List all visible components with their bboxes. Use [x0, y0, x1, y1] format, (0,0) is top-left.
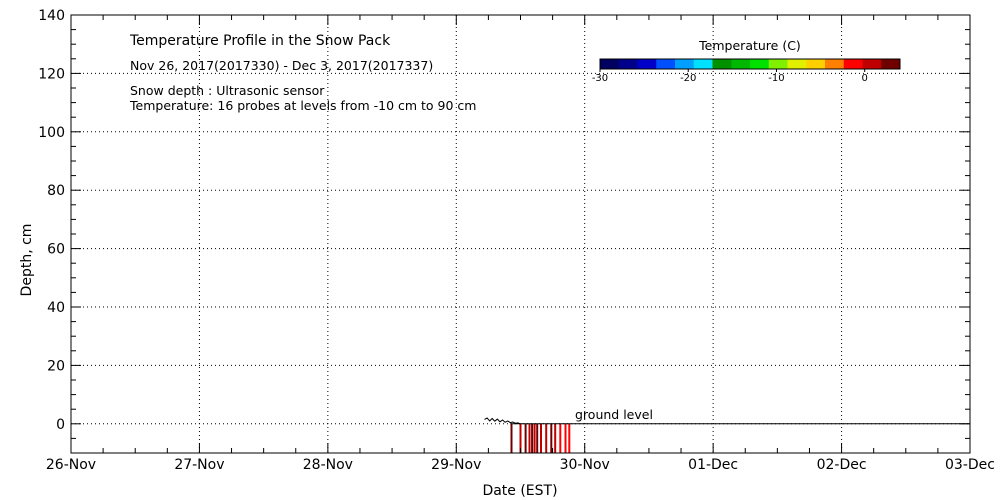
y-tick-label: 0 [56, 417, 65, 433]
colorbar-segment [693, 59, 713, 69]
temperature-column [524, 423, 527, 453]
colorbar: -30 -20 -10 0 [592, 58, 901, 84]
temperature-column [559, 423, 562, 453]
x-tick-label: 03-Dec [945, 457, 995, 473]
y-tick-label: 20 [47, 358, 65, 374]
colorbar-segment [750, 59, 770, 69]
colorbar-segment [731, 59, 751, 69]
date-range: Nov 26, 2017(2017330) - Dec 3, 2017(2017… [130, 58, 433, 73]
colorbar-tick-label: 0 [862, 73, 868, 84]
axes-layer: 0 20 40 60 80 100 120 140 26-Nov 27-Nov 28-Nov 29-N… [38, 8, 995, 473]
colorbar-segment [825, 59, 845, 69]
y-tick-label: 60 [47, 242, 65, 258]
temperature-column [564, 423, 567, 453]
colorbar-segment [862, 59, 882, 69]
colorbar-frame [599, 58, 901, 70]
colorbar-segment [712, 59, 732, 69]
x-tick-label: 30-Nov [560, 457, 610, 473]
snow-depth-note: Snow depth : Ultrasonic sensor [130, 83, 325, 98]
temperature-column [510, 423, 513, 453]
x-tick-label: 26-Nov [46, 457, 96, 473]
colorbar-segment [768, 59, 788, 69]
x-axis-label: Date (EST) [482, 483, 557, 499]
y-tick-label: 80 [47, 183, 65, 199]
temperature-column [531, 423, 534, 453]
x-tick-label: 29-Nov [431, 457, 481, 473]
colorbar-segment [637, 59, 657, 69]
colorbar-segment [675, 59, 695, 69]
x-tick-label: 01-Dec [688, 457, 738, 473]
temperature-column [533, 423, 536, 453]
ground-layer [484, 417, 970, 425]
temperature-column [550, 423, 553, 453]
x-tick-label: 27-Nov [174, 457, 224, 473]
colorbar-segment [843, 59, 863, 69]
colorbar-segment [656, 59, 676, 69]
colorbar-tick-label: -10 [768, 73, 784, 84]
heat-layer [510, 423, 571, 453]
plot-frame [70, 14, 971, 454]
temperature-column [536, 423, 539, 453]
x-tick-label: 28-Nov [303, 457, 353, 473]
colorbar-tick-label: -20 [680, 73, 696, 84]
temperature-column [540, 423, 542, 453]
colorbar-tick-label: -30 [592, 73, 608, 84]
temperature-column [545, 423, 548, 453]
colorbar-segment [806, 59, 826, 69]
colorbar-segment [787, 59, 807, 69]
temperature-column [554, 423, 557, 453]
colorbar-segment [618, 59, 638, 69]
colorbar-segment [881, 59, 901, 69]
ground-level-annotation: ground level [575, 407, 653, 422]
temperature-note: Temperature: 16 probes at levels from -1… [129, 98, 476, 113]
x-tick-label: 02-Dec [817, 457, 867, 473]
y-axis-label: Depth, cm [19, 224, 35, 297]
temperature-column [528, 423, 531, 453]
snow-depth-trace [484, 417, 521, 425]
temperature-column [519, 423, 522, 453]
colorbar-label: Temperature (C) [698, 38, 801, 53]
y-tick-label: 120 [38, 66, 65, 82]
chart-title: Temperature Profile in the Snow Pack [129, 33, 391, 49]
y-tick-label: 100 [38, 125, 65, 141]
y-tick-label: 140 [38, 8, 65, 24]
temperature-column [568, 423, 571, 453]
colorbar-segment [600, 59, 620, 69]
y-tick-label: 40 [47, 300, 65, 316]
grid-layer [71, 15, 970, 453]
